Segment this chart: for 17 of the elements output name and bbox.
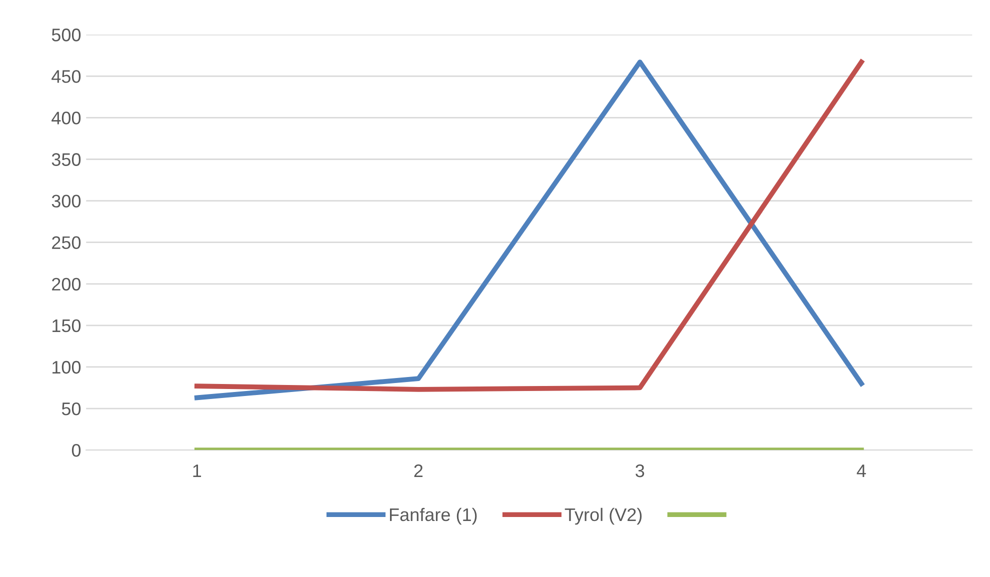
y-tick-label: 50 [62,402,81,416]
y-tick-label: 100 [52,360,81,374]
x-tick-label: 1 [193,464,202,478]
y-tick-label: 300 [52,194,81,208]
y-tick-label: 200 [52,278,81,291]
y-tick-label: 450 [52,70,81,83]
x-tick-label: 4 [856,464,866,478]
x-tick-label: 3 [636,464,644,478]
legend-label: Tyrol (V2) [564,508,642,525]
x-tick-label: 2 [414,464,423,478]
y-tick-label: 350 [52,153,81,166]
y-tick-label: 250 [52,236,81,250]
legend-label: Fanfare (1) [390,508,477,525]
y-tick-label: 500 [52,28,81,42]
y-tick-label: 400 [52,112,81,124]
y-tick-label: 0 [72,444,81,457]
y-tick-label: 150 [52,319,81,332]
